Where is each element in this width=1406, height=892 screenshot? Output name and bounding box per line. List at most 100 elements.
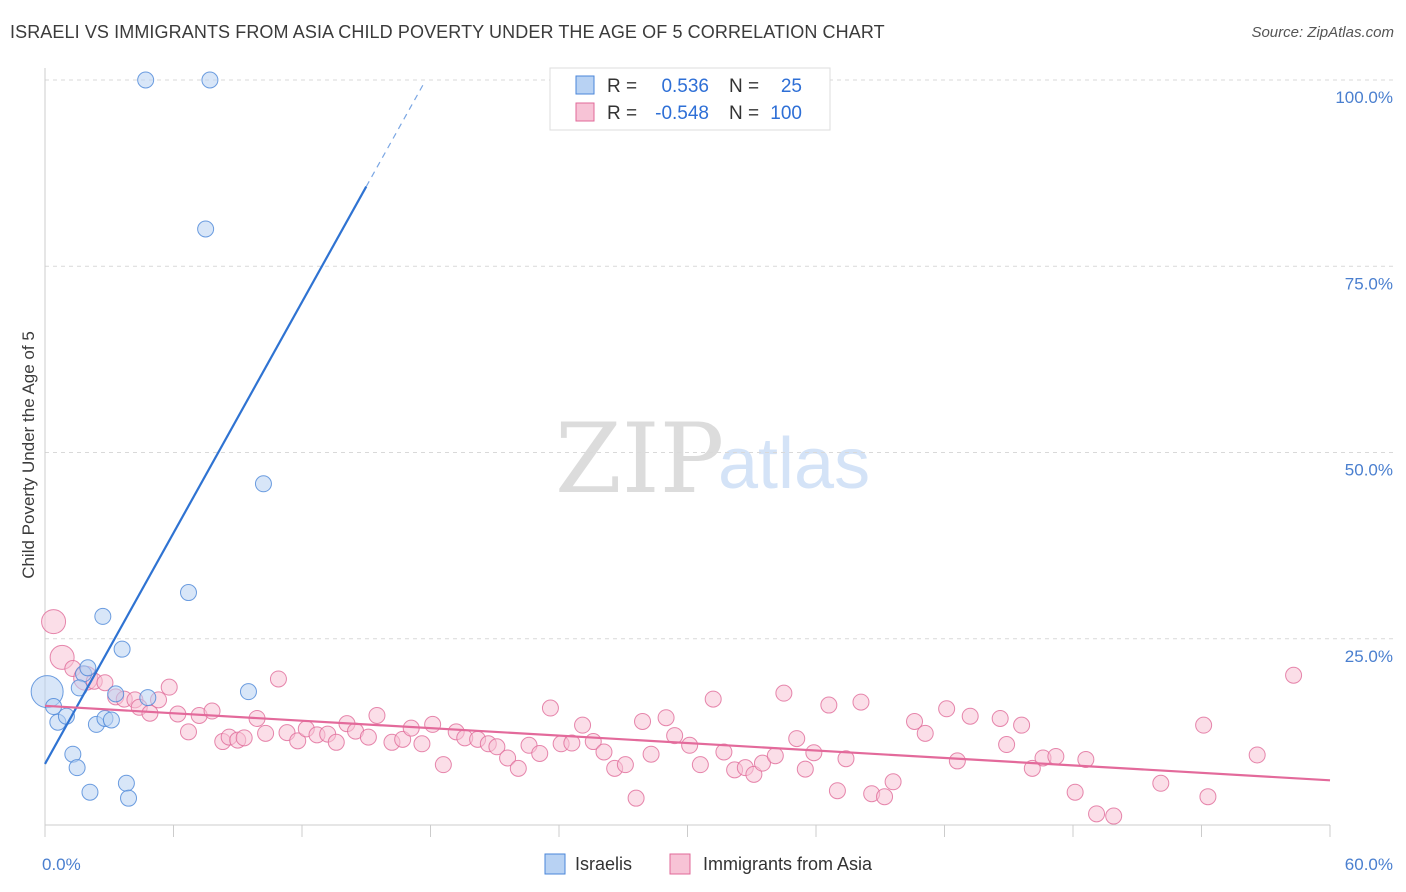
point-immigrants-from-asia: [1285, 666, 1303, 684]
point-immigrants-from-asia: [657, 709, 675, 727]
point-immigrants-from-asia: [961, 707, 979, 725]
point-immigrants-from-asia: [948, 752, 966, 770]
point-immigrants-from-asia: [574, 716, 592, 734]
point-israelis: [179, 584, 197, 602]
point-immigrants-from-asia: [359, 728, 377, 746]
legend-r-label-2: R =: [607, 103, 637, 124]
point-israelis: [117, 774, 135, 792]
point-immigrants-from-asia: [327, 733, 345, 751]
point-israelis: [102, 711, 120, 729]
bottom-legend-swatch-immigrants: [669, 853, 691, 875]
series-israelis: [30, 71, 272, 807]
legend-r-value-1: 0.536: [661, 76, 709, 97]
gridlines: [45, 79, 1395, 640]
point-immigrants-from-asia: [1013, 716, 1031, 734]
y-tick-labels: 25.0% 50.0% 75.0% 100.0%: [1335, 88, 1393, 666]
point-immigrants-from-asia: [1195, 716, 1213, 734]
point-immigrants-from-asia: [41, 609, 67, 635]
point-israelis: [113, 640, 131, 658]
y-tick-label: 75.0%: [1345, 274, 1393, 293]
point-israelis: [120, 789, 138, 807]
legend-r-label-1: R =: [607, 76, 637, 97]
x-tick-label: 60.0%: [1345, 855, 1393, 874]
trend-lines: [44, 82, 1331, 782]
point-immigrants-from-asia: [434, 756, 452, 774]
point-israelis: [79, 659, 97, 677]
point-immigrants-from-asia: [642, 745, 660, 763]
y-tick-label: 100.0%: [1335, 88, 1393, 107]
x-tick-labels: 0.0% 60.0%: [42, 855, 1393, 874]
point-immigrants-from-asia: [715, 743, 733, 761]
point-immigrants-from-asia: [424, 715, 442, 733]
point-immigrants-from-asia: [916, 724, 934, 742]
trend-line-israelis-extension: [365, 82, 425, 187]
point-immigrants-from-asia: [257, 724, 275, 742]
legend-swatch-israelis: [575, 75, 595, 95]
point-immigrants-from-asia: [413, 735, 431, 753]
point-immigrants-from-asia: [616, 756, 634, 774]
point-immigrants-from-asia: [1077, 750, 1095, 768]
point-immigrants-from-asia: [906, 712, 924, 730]
point-immigrants-from-asia: [96, 674, 114, 692]
point-immigrants-from-asia: [1088, 805, 1106, 823]
legend-r-value-2: -0.548: [655, 103, 709, 124]
point-immigrants-from-asia: [775, 684, 793, 702]
point-immigrants-from-asia: [509, 759, 527, 777]
point-immigrants-from-asia: [820, 696, 838, 714]
point-israelis: [81, 783, 99, 801]
x-tick-label: 0.0%: [42, 855, 81, 874]
point-israelis: [137, 71, 155, 89]
source-label: Source: ZipAtlas.com: [1251, 24, 1394, 41]
point-immigrants-from-asia: [753, 754, 771, 772]
point-immigrants-from-asia: [488, 738, 506, 756]
point-immigrants-from-asia: [938, 700, 956, 718]
chart-title: ISRAELI VS IMMIGRANTS FROM ASIA CHILD PO…: [10, 22, 885, 42]
point-immigrants-from-asia: [1248, 746, 1266, 764]
point-immigrants-from-asia: [1199, 788, 1217, 806]
watermark-atlas: atlas: [718, 424, 870, 504]
point-immigrants-from-asia: [837, 750, 855, 768]
legend-swatch-immigrants: [575, 102, 595, 122]
point-israelis: [139, 689, 157, 707]
bottom-legend-label-israelis: Israelis: [575, 854, 632, 874]
trend-line-immigrants-from-asia: [44, 704, 1331, 782]
point-immigrants-from-asia: [235, 729, 253, 747]
bottom-legend: Israelis Immigrants from Asia: [544, 853, 873, 875]
point-immigrants-from-asia: [563, 734, 581, 752]
point-immigrants-from-asia: [876, 788, 894, 806]
watermark-zip: ZIP: [555, 403, 724, 515]
point-israelis: [201, 71, 219, 89]
bottom-legend-label-immigrants: Immigrants from Asia: [703, 854, 873, 874]
point-immigrants-from-asia: [541, 699, 559, 717]
point-immigrants-from-asia: [805, 744, 823, 762]
y-tick-label: 25.0%: [1345, 647, 1393, 666]
point-immigrants-from-asia: [796, 760, 814, 778]
point-immigrants-from-asia: [691, 756, 709, 774]
point-immigrants-from-asia: [179, 723, 197, 741]
point-immigrants-from-asia: [531, 744, 549, 762]
point-immigrants-from-asia: [394, 730, 412, 748]
point-immigrants-from-asia: [289, 732, 307, 750]
point-immigrants-from-asia: [766, 747, 784, 765]
point-immigrants-from-asia: [788, 730, 806, 748]
point-israelis: [239, 683, 257, 701]
y-axis-label: Child Poverty Under the Age of 5: [19, 331, 38, 579]
point-israelis: [107, 685, 125, 703]
point-immigrants-from-asia: [991, 709, 1009, 727]
point-immigrants-from-asia: [595, 743, 613, 761]
y-tick-label: 50.0%: [1345, 461, 1393, 480]
point-immigrants-from-asia: [1066, 783, 1084, 801]
point-immigrants-from-asia: [368, 706, 386, 724]
point-immigrants-from-asia: [1105, 807, 1123, 825]
point-israelis: [94, 607, 112, 625]
point-immigrants-from-asia: [160, 678, 178, 696]
trend-line-israelis: [44, 186, 368, 765]
bottom-legend-swatch-israelis: [544, 853, 566, 875]
legend-n-label-2: N =: [729, 103, 759, 124]
legend-n-label-1: N =: [729, 76, 759, 97]
point-immigrants-from-asia: [704, 690, 722, 708]
point-immigrants-from-asia: [998, 736, 1016, 754]
point-immigrants-from-asia: [1152, 774, 1170, 792]
point-israelis: [197, 220, 215, 238]
